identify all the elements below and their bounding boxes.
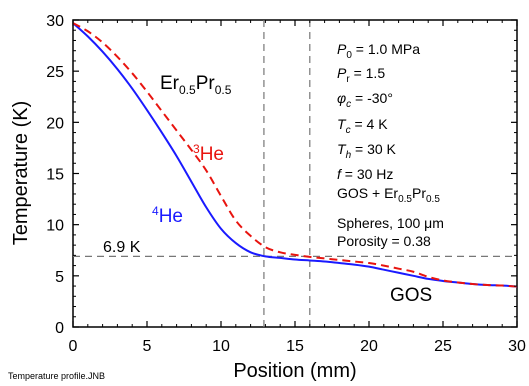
param-tc: Tc = 4 K bbox=[337, 116, 388, 136]
y-tick-label-5: 5 bbox=[55, 269, 64, 286]
series-line-3he bbox=[72, 22, 518, 288]
y-tick-label-30: 30 bbox=[46, 13, 64, 30]
x-tick-label-0: 0 bbox=[69, 338, 78, 355]
material-label: Er0.5Pr0.5 bbox=[160, 73, 232, 97]
y-tick-label-20: 20 bbox=[46, 115, 64, 132]
parameter-list: P0 = 1.0 MPa Pr = 1.5 φc = -30° Tc = 4 K… bbox=[337, 41, 444, 249]
param-p0: P0 = 1.0 MPa bbox=[337, 41, 420, 61]
x-tick-label-30: 30 bbox=[508, 338, 526, 355]
reference-lines bbox=[73, 20, 517, 327]
param-regenerator: GOS + Er0.5Pr0.5 bbox=[337, 185, 440, 205]
axis-ticks: 0 5 10 15 20 25 30 0 5 10 15 20 25 30 bbox=[46, 13, 526, 355]
y-tick-label-25: 25 bbox=[46, 64, 64, 81]
param-f: f = 30 Hz bbox=[337, 166, 393, 182]
param-porosity: Porosity = 0.38 bbox=[337, 233, 431, 249]
series-line-4he bbox=[72, 22, 518, 288]
x-tick-label-25: 25 bbox=[434, 338, 452, 355]
x-tick-label-20: 20 bbox=[360, 338, 378, 355]
x-tick-label-15: 15 bbox=[286, 338, 304, 355]
param-pr: Pr = 1.5 bbox=[337, 65, 385, 85]
param-th: Th = 30 K bbox=[337, 141, 397, 161]
series-lines bbox=[72, 22, 518, 288]
y-tick-label-15: 15 bbox=[46, 167, 64, 184]
y-tick-label-10: 10 bbox=[46, 218, 64, 235]
y-axis-label: Temperature (K) bbox=[10, 101, 32, 246]
x-tick-label-10: 10 bbox=[212, 338, 230, 355]
ref-label-6-9k: 6.9 K bbox=[103, 239, 141, 256]
footer-filename: Temperature profile.JNB bbox=[8, 371, 105, 381]
series-label-3he: 3He bbox=[193, 142, 224, 165]
param-phi: φc = -30° bbox=[337, 90, 393, 110]
series-label-4he: 4He bbox=[152, 204, 183, 227]
y-tick-label-0: 0 bbox=[55, 320, 64, 337]
x-tick-label-5: 5 bbox=[143, 338, 152, 355]
gos-label: GOS bbox=[390, 285, 432, 306]
x-axis-label: Position (mm) bbox=[233, 360, 356, 382]
param-spheres: Spheres, 100 μm bbox=[337, 215, 444, 231]
